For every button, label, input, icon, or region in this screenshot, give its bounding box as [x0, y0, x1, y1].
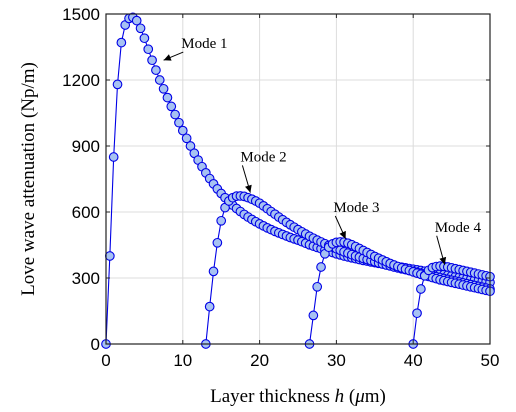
- annotation-mode-1: Mode 1: [163, 36, 228, 61]
- annotation-arrowhead: [439, 256, 447, 265]
- data-point: [112, 79, 123, 90]
- data-point: [208, 266, 219, 277]
- data-point: [154, 75, 165, 85]
- data-point: [162, 92, 173, 103]
- annotation-label: Mode 3: [333, 200, 379, 216]
- annotation-mode-3: Mode 3: [333, 200, 380, 240]
- data-point: [135, 23, 146, 34]
- data-point: [174, 117, 184, 128]
- data-point: [108, 152, 119, 162]
- data-point: [116, 37, 127, 48]
- y-tick-label: 1500: [62, 5, 100, 24]
- annotation-arrowhead: [245, 184, 252, 193]
- y-tick-label: 300: [72, 269, 100, 288]
- series-line: [105, 16, 491, 345]
- series-mode-3: [304, 237, 495, 349]
- grid: [105, 13, 491, 345]
- series-mode-1: [101, 12, 495, 349]
- data-point: [316, 262, 326, 272]
- x-tick-label: 0: [101, 351, 110, 370]
- annotation-mode-4: Mode 4: [435, 220, 482, 265]
- y-axis-label: Love wave attenuation (Np/m): [18, 62, 39, 296]
- y-tick-label: 600: [72, 203, 100, 222]
- annotation-label: Mode 2: [240, 149, 286, 165]
- annotation-label: Mode 4: [435, 220, 482, 236]
- annotation-mode-2: Mode 2: [240, 149, 287, 193]
- data-point: [216, 215, 227, 226]
- y-tick-label: 900: [72, 137, 100, 156]
- annotation-arrowhead: [339, 230, 346, 239]
- x-tick-label: 40: [404, 351, 423, 370]
- plot-frame: [105, 13, 491, 345]
- y-tick-label: 0: [91, 335, 100, 354]
- x-axis-label: Layer thickness h (μm): [210, 386, 386, 407]
- data-point: [104, 251, 115, 261]
- data-point: [131, 15, 142, 26]
- x-tick-label: 10: [173, 351, 192, 370]
- annotation-arrowhead: [163, 54, 172, 61]
- data-point: [166, 101, 177, 112]
- data-point: [139, 33, 150, 44]
- annotations: Mode 1 Mode 2 Mode 3 Mode 4: [163, 36, 482, 265]
- data-point: [308, 310, 319, 321]
- x-tick-label: 20: [250, 351, 269, 370]
- data-point: [412, 308, 422, 319]
- data-point: [147, 55, 157, 66]
- data-point: [177, 125, 188, 136]
- data-point: [151, 65, 161, 75]
- y-tick-label: 1200: [62, 71, 100, 90]
- annotation-label: Mode 1: [181, 36, 227, 52]
- data-point: [170, 109, 180, 120]
- x-tick-label: 50: [481, 351, 500, 370]
- ticks: 0 10 20 30 40 50 0 300 600 900 1200 1500: [62, 5, 499, 370]
- data-point: [416, 284, 426, 294]
- data-point: [143, 44, 154, 55]
- data-point: [181, 133, 192, 144]
- series-group: [101, 12, 495, 349]
- data-point: [312, 281, 323, 292]
- x-tick-label: 30: [327, 351, 346, 370]
- data-point: [204, 301, 215, 312]
- series-mode-4: [408, 261, 495, 349]
- data-point: [158, 83, 169, 94]
- data-point: [212, 237, 223, 248]
